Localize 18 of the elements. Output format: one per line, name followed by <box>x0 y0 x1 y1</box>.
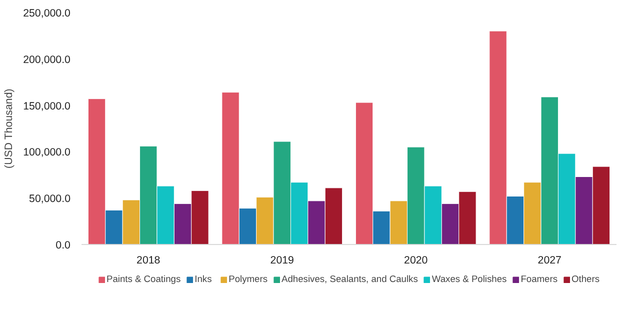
y-axis-title: (USD Thousand) <box>3 88 16 168</box>
legend-label: Polymers <box>228 274 268 284</box>
x-tick-label: 2019 <box>270 254 294 266</box>
legend-label: Waxes & Polishes <box>432 274 507 284</box>
legend-label: Adhesives, Sealants, and Caulks <box>282 274 418 284</box>
legend-label: Inks <box>194 274 213 284</box>
y-tick-label: 50,000.0 <box>29 193 71 206</box>
legend-label: Paints & Coatings <box>106 274 181 284</box>
legend-label: Foamers <box>520 274 558 284</box>
y-tick-label: 100,000.0 <box>23 146 71 159</box>
y-tick-label: 200,000.0 <box>23 54 71 66</box>
y-tick-label: 150,000.0 <box>23 100 71 112</box>
y-tick-label: 250,000.0 <box>23 8 71 20</box>
y-tick-label: 0.0 <box>56 240 71 252</box>
x-tick-label: 2027 <box>538 254 562 266</box>
x-tick-label: 2020 <box>404 254 428 266</box>
x-tick-label: 2018 <box>136 254 160 266</box>
legend-label: Others <box>572 274 600 284</box>
